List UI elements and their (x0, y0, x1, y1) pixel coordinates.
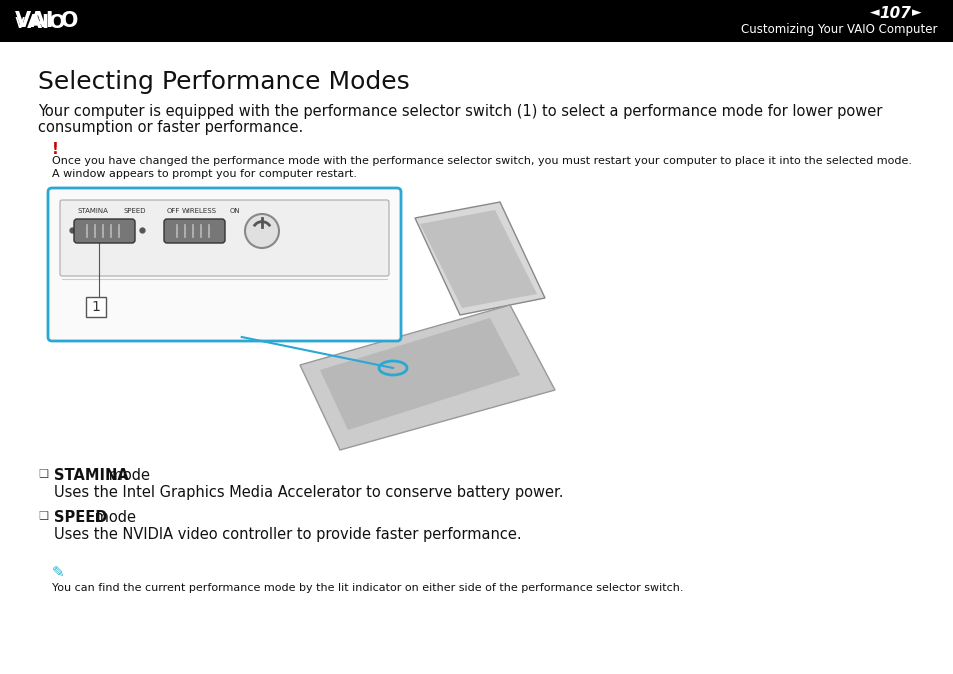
Text: STAMINA: STAMINA (78, 208, 109, 214)
Text: STAMINA: STAMINA (54, 468, 129, 483)
Text: 1: 1 (91, 300, 100, 314)
Text: You can find the current performance mode by the lit indicator on either side of: You can find the current performance mod… (52, 583, 682, 593)
Text: Customizing Your VAIO Computer: Customizing Your VAIO Computer (740, 24, 937, 36)
Text: ❑: ❑ (38, 468, 48, 478)
Text: Uses the Intel Graphics Media Accelerator to conserve battery power.: Uses the Intel Graphics Media Accelerato… (54, 485, 563, 500)
Text: SPEED: SPEED (54, 510, 108, 525)
Text: ✎: ✎ (52, 565, 65, 580)
Text: consumption or faster performance.: consumption or faster performance. (38, 120, 303, 135)
Text: ❑: ❑ (38, 510, 48, 520)
Polygon shape (299, 305, 555, 450)
Text: !: ! (52, 142, 59, 157)
Text: Selecting Performance Modes: Selecting Performance Modes (38, 70, 410, 94)
Text: A window appears to prompt you for computer restart.: A window appears to prompt you for compu… (52, 169, 356, 179)
Text: $\vee$AIO: $\vee$AIO (12, 13, 66, 32)
Text: ON: ON (230, 208, 240, 214)
Text: mode: mode (90, 510, 136, 525)
Text: SPEED: SPEED (124, 208, 147, 214)
Text: WIRELESS: WIRELESS (182, 208, 216, 214)
Circle shape (245, 214, 278, 248)
FancyBboxPatch shape (164, 219, 225, 243)
Bar (0, 0, 953, 42)
Bar (86, 297, 106, 317)
Polygon shape (319, 318, 519, 430)
Text: Uses the NVIDIA video controller to provide faster performance.: Uses the NVIDIA video controller to prov… (54, 527, 521, 542)
Polygon shape (415, 202, 544, 315)
FancyBboxPatch shape (74, 219, 135, 243)
FancyBboxPatch shape (60, 200, 389, 276)
Polygon shape (419, 210, 537, 308)
Text: Your computer is equipped with the performance selector switch (1) to select a p: Your computer is equipped with the perfo… (38, 104, 882, 119)
Text: Once you have changed the performance mode with the performance selector switch,: Once you have changed the performance mo… (52, 156, 911, 166)
Text: VAI O: VAI O (15, 11, 78, 31)
FancyBboxPatch shape (48, 188, 400, 341)
Text: 107: 107 (878, 5, 910, 20)
Text: ►: ► (911, 7, 921, 20)
Text: OFF: OFF (167, 208, 180, 214)
Text: mode: mode (104, 468, 151, 483)
Text: ◄: ◄ (869, 7, 879, 20)
